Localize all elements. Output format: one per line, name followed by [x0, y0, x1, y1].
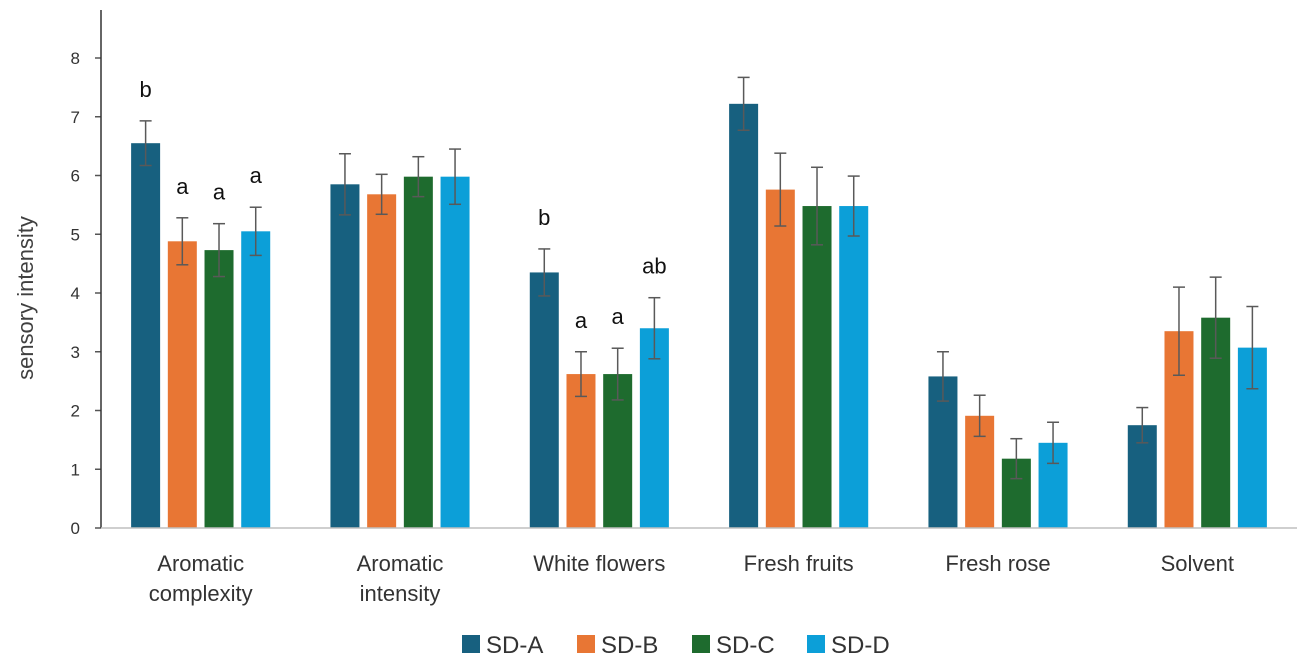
bar	[241, 231, 271, 528]
significance-label: a	[575, 308, 588, 333]
bar	[529, 272, 559, 528]
x-tick-label: intensity	[360, 581, 441, 606]
x-tick-label: Aromatic	[357, 551, 444, 576]
y-tick-label: 2	[71, 402, 80, 421]
x-tick-label: Aromatic	[157, 551, 244, 576]
x-tick-label: Fresh fruits	[744, 551, 854, 576]
bar	[839, 206, 869, 529]
y-tick-label: 3	[71, 343, 80, 362]
y-tick-label: 8	[71, 49, 80, 68]
y-tick-label: 4	[71, 284, 80, 303]
bar	[330, 184, 360, 528]
bar	[367, 194, 397, 529]
y-tick-label: 5	[71, 225, 80, 244]
legend-label: SD-C	[716, 632, 775, 659]
legend-label: SD-B	[601, 632, 658, 659]
x-tick-label: Fresh rose	[945, 551, 1050, 576]
y-tick-label: 7	[71, 108, 80, 127]
x-tick-label: White flowers	[533, 551, 665, 576]
bar	[566, 374, 596, 528]
x-tick-label: Solvent	[1161, 551, 1234, 576]
legend: SD-A SD-B SD-C SD-D	[462, 632, 890, 659]
bar	[131, 143, 161, 528]
bar	[167, 241, 197, 529]
bar	[204, 250, 234, 529]
significance-label: a	[250, 163, 263, 188]
legend-swatch	[577, 635, 595, 653]
y-axis-title: sensory intensity	[13, 216, 38, 380]
bar	[403, 176, 433, 529]
bar	[802, 206, 832, 529]
y-tick-label: 0	[71, 519, 80, 538]
bar	[765, 189, 795, 528]
legend-label: SD-D	[831, 632, 890, 659]
legend-swatch	[807, 635, 825, 653]
bar	[729, 103, 759, 528]
significance-label: a	[612, 304, 625, 329]
bar	[440, 176, 470, 529]
x-axis-labels: Aromatic complexity Aromatic intensity White…	[149, 551, 1234, 606]
y-tick-label: 6	[71, 167, 80, 186]
significance-label: b	[538, 205, 550, 230]
legend-swatch	[692, 635, 710, 653]
legend-label: SD-A	[486, 632, 543, 659]
significance-label: a	[176, 174, 189, 199]
significance-label: b	[139, 77, 151, 102]
legend-swatch	[462, 635, 480, 653]
significance-label: a	[213, 180, 226, 205]
bar	[639, 328, 669, 528]
x-tick-label: complexity	[149, 581, 253, 606]
significance-label: ab	[642, 254, 666, 279]
axes	[100, 10, 1297, 529]
y-axis-ticks: 0 1 2 3 4 5 6 7 8	[71, 49, 101, 538]
y-tick-label: 1	[71, 460, 80, 479]
